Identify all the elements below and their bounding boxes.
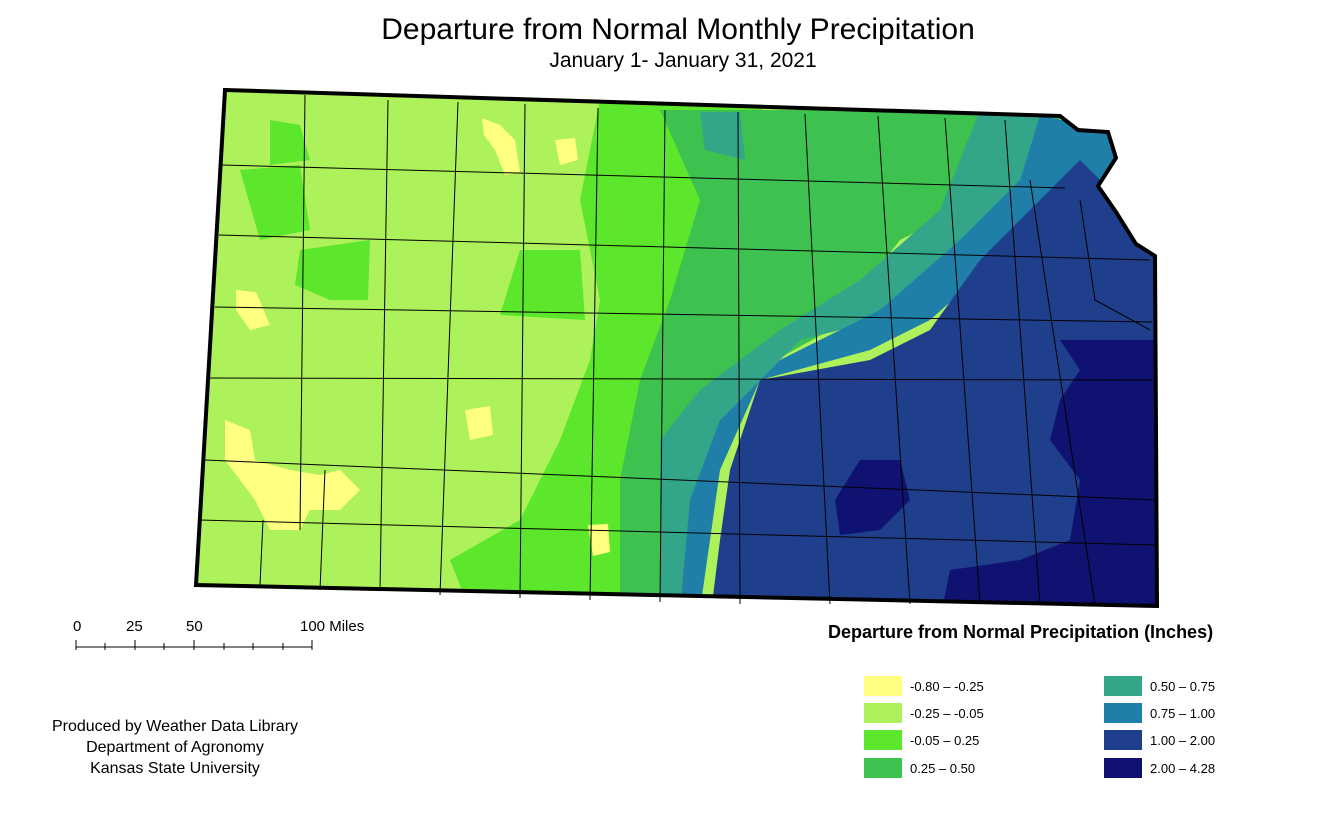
credits: Produced by Weather Data Library Departm… <box>30 716 320 779</box>
legend-label: 0.75 – 1.00 <box>1150 705 1216 721</box>
zone-navy-east <box>940 340 1157 606</box>
scale-bar: 0 25 50 100 Miles <box>70 614 390 664</box>
scale-label-50: 50 <box>186 618 203 635</box>
kansas-state-outline <box>193 87 1160 609</box>
scale-label-25: 25 <box>126 618 143 635</box>
legend-swatch <box>1104 703 1142 723</box>
legend-swatch <box>1104 676 1142 696</box>
zone-dry-nw <box>236 290 270 330</box>
zone-green-patch-1 <box>295 240 370 300</box>
legend-swatch <box>1104 730 1142 750</box>
legend-label: 0.25 – 0.50 <box>910 760 976 776</box>
legend-item: 2.00 – 4.28 <box>1104 758 1215 778</box>
legend-item: 1.00 – 2.00 <box>1104 730 1215 750</box>
legend-swatch <box>864 676 902 696</box>
legend-item: 0.75 – 1.00 <box>1104 703 1215 723</box>
zone-dry-s <box>588 524 610 556</box>
legend-title: Departure from Normal Precipitation (Inc… <box>828 622 1214 642</box>
legend-swatch <box>864 703 902 723</box>
scale-label-100: 100 Miles <box>300 618 365 635</box>
legend-item: -0.05 – 0.25 <box>864 730 979 750</box>
zone-dry-n1 <box>482 118 520 175</box>
map-subtitle: January 1- January 31, 2021 <box>549 49 817 72</box>
legend-item: 0.25 – 0.50 <box>864 758 975 778</box>
legend-label: -0.80 – -0.25 <box>910 678 984 694</box>
zone-green-patch-4 <box>270 120 310 165</box>
zone-green-patch-3 <box>500 250 585 320</box>
zone-dry-c <box>465 406 493 440</box>
legend-swatch <box>864 758 902 778</box>
scale-bar-ticks <box>75 640 313 650</box>
map-title: Departure from Normal Monthly Precipitat… <box>381 13 975 46</box>
legend-swatch <box>1104 758 1142 778</box>
precipitation-zones <box>196 90 1157 606</box>
county-boundaries <box>199 94 1156 606</box>
zone-dark-blue <box>710 160 1157 606</box>
credits-line-2: Department of Agronomy <box>86 739 264 756</box>
legend-swatch <box>864 730 902 750</box>
credits-line-3: Kansas State University <box>90 760 260 777</box>
zone-teal <box>660 110 1060 606</box>
zone-teal-north <box>700 112 745 160</box>
legend-label: 0.50 – 0.75 <box>1150 678 1216 694</box>
legend-item: 0.50 – 0.75 <box>1104 676 1215 696</box>
zone-dry-sw <box>225 420 360 530</box>
zone-dry-n2 <box>555 138 578 165</box>
zone-navy-central <box>835 460 910 535</box>
legend: -0.80 – -0.25 -0.25 – -0.05 -0.05 – 0.25… <box>864 676 1284 786</box>
legend-label: 1.00 – 2.00 <box>1150 732 1216 748</box>
legend-item: -0.25 – -0.05 <box>864 703 984 723</box>
legend-label: 2.00 – 4.28 <box>1150 760 1216 776</box>
zone-green-patch-2 <box>240 165 310 240</box>
credits-line-1: Produced by Weather Data Library <box>51 718 299 735</box>
scale-label-0: 0 <box>73 618 82 635</box>
legend-item: -0.80 – -0.25 <box>864 676 984 696</box>
zone-mid-green <box>620 110 1000 606</box>
legend-label: -0.05 – 0.25 <box>910 732 980 748</box>
legend-label: -0.25 – -0.05 <box>910 705 984 721</box>
